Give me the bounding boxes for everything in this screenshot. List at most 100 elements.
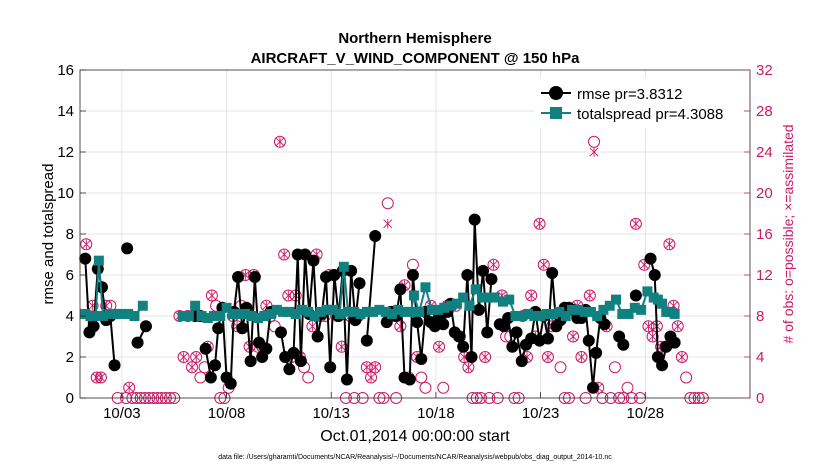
chart-subtitle: AIRCRAFT_V_WIND_COMPONENT @ 150 hPa — [251, 50, 581, 67]
obs-assimilated-marker — [187, 362, 197, 373]
totalspread-point — [227, 308, 238, 319]
totalspread-point — [623, 308, 634, 319]
totalspread-point — [554, 306, 565, 317]
y-right-tick-label: 20 — [756, 185, 773, 202]
totalspread-point — [380, 306, 391, 317]
y-left-tick-label: 16 — [57, 62, 74, 79]
rmse-point — [485, 273, 498, 286]
rmse-point — [411, 316, 424, 329]
totalspread-point — [585, 306, 596, 317]
totalspread-point — [177, 311, 188, 321]
y-right-tick-label: 24 — [756, 144, 773, 161]
totalspread-point — [196, 311, 207, 321]
obs-possible-marker — [671, 320, 684, 333]
rmse-point — [403, 373, 416, 386]
totalspread-point — [510, 311, 521, 321]
obs-assimilated-marker — [96, 372, 106, 383]
totalspread-point — [414, 306, 425, 317]
rmse-point — [248, 271, 261, 284]
y-left-tick-label: 6 — [66, 267, 74, 284]
totalspread-point — [183, 311, 194, 321]
obs-possible-marker — [360, 361, 373, 374]
obs-possible-marker — [583, 289, 596, 302]
obs-assimilated-marker — [81, 239, 91, 250]
legend-rmse-marker — [549, 86, 563, 100]
totalspread-point — [85, 311, 96, 321]
obs-possible-marker — [575, 351, 588, 363]
obs-assimilated-marker — [539, 259, 549, 270]
legend-totalspread-marker — [550, 107, 562, 119]
totalspread-point — [405, 306, 416, 317]
obs-possible-marker — [90, 371, 103, 384]
obs-assimilated-marker — [673, 321, 683, 332]
obs-possible-marker — [537, 258, 550, 271]
obs-assimilated-marker — [279, 249, 289, 260]
obs-possible-marker — [642, 320, 655, 333]
totalspread-point — [617, 308, 628, 319]
legend: rmse pr=3.8312 totalspread pr=4.3088 — [534, 78, 744, 128]
totalspread-point — [221, 302, 232, 313]
obs-possible-marker — [646, 330, 659, 343]
legend-rmse-label: rmse pr=3.8312 — [577, 86, 682, 103]
totalspread-point — [560, 311, 571, 321]
totalspread-point — [598, 304, 609, 315]
totalspread-point — [271, 304, 282, 315]
totalspread-point — [104, 308, 115, 319]
totalspread-point — [548, 308, 559, 319]
rmse-point — [353, 277, 366, 290]
obs-assimilated-marker — [488, 259, 499, 270]
rmse-point — [546, 266, 559, 279]
rmse-point — [380, 316, 393, 329]
rmse-point — [668, 336, 681, 349]
obs-possible-marker — [190, 351, 203, 363]
obs-possible-marker — [177, 351, 190, 363]
totalspread-point — [535, 311, 546, 321]
obs-assimilated-marker — [92, 372, 102, 383]
totalspread-point — [483, 292, 494, 303]
obs-assimilated-marker — [383, 218, 393, 229]
rmse-point — [406, 269, 419, 281]
obs-possible-marker — [541, 351, 554, 363]
obs-possible-marker — [94, 371, 107, 384]
obs-possible-marker — [433, 340, 446, 353]
totalspread-point — [489, 292, 500, 303]
totalspread-point — [374, 304, 385, 315]
obs-assimilated-marker — [643, 321, 653, 332]
rmse-point — [461, 269, 474, 281]
totalspread-point — [458, 292, 469, 303]
rmse-point — [340, 373, 353, 386]
totalspread-point — [464, 300, 475, 311]
totalspread-point — [529, 311, 540, 321]
totalspread-point — [80, 308, 91, 319]
obs-possible-marker — [663, 238, 676, 251]
x-tick-label: 10/03 — [103, 405, 141, 422]
totalspread-point — [296, 304, 307, 315]
totalspread-point — [190, 300, 201, 311]
totalspread-point — [470, 284, 481, 295]
rmse-point — [648, 269, 661, 281]
totalspread-point — [361, 306, 372, 317]
y-right-tick-label: 12 — [756, 267, 773, 284]
y-right-tick-label: 4 — [756, 349, 764, 366]
totalspread-point — [408, 290, 419, 301]
totalspread-point — [445, 300, 456, 311]
obs-possible-marker — [487, 258, 500, 271]
obs-assimilated-marker — [124, 382, 134, 393]
rmse-point — [307, 254, 320, 267]
totalspread-point — [284, 306, 295, 317]
totalspread-point — [259, 311, 270, 321]
totalspread-point — [497, 296, 508, 307]
rmse-point — [586, 381, 599, 394]
obs-assimilated-marker — [664, 239, 674, 250]
totalspread-point — [604, 300, 615, 311]
obs-assimilated-marker — [366, 372, 376, 383]
rmse-point — [209, 359, 222, 372]
totalspread-point — [290, 308, 301, 319]
rmse-point — [232, 271, 245, 284]
totalspread-point — [315, 306, 326, 317]
totalspread-point — [338, 261, 349, 272]
y-left-tick-label: 0 — [66, 390, 74, 407]
totalspread-point — [322, 304, 333, 315]
obs-assimilated-marker — [648, 331, 658, 342]
